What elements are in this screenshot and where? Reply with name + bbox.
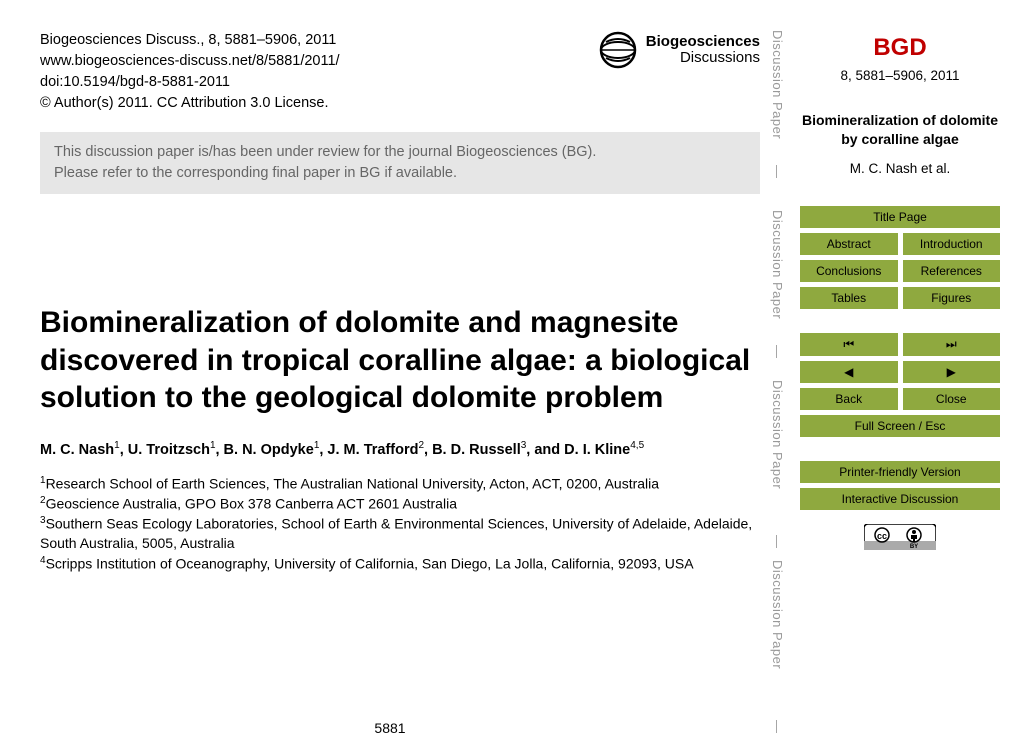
journal-abbrev[interactable]: BGD	[800, 34, 1000, 62]
printer-friendly-button[interactable]: Printer-friendly Version	[800, 461, 1000, 483]
egu-logo-icon	[598, 30, 638, 70]
journal-logo: Biogeosciences Discussions	[598, 30, 760, 70]
review-notice-line: This discussion paper is/has been under …	[54, 142, 746, 163]
review-notice: This discussion paper is/has been under …	[40, 132, 760, 194]
affiliation-line: 1Research School of Earth Sciences, The …	[40, 474, 760, 494]
authors-list: M. C. Nash1, U. Troitzsch1, B. N. Opdyke…	[40, 439, 760, 460]
sidebar-nav: BGD 8, 5881–5906, 2011 Biomineralization…	[800, 30, 1000, 555]
citation-doi: doi:10.5194/bgd-8-5881-2011	[40, 72, 340, 93]
fullscreen-button[interactable]: Full Screen / Esc	[800, 415, 1000, 437]
introduction-button[interactable]: Introduction	[903, 233, 1001, 255]
cc-by-badge[interactable]: cc BY	[864, 524, 936, 555]
affiliation-line: 3Southern Seas Ecology Laboratories, Sch…	[40, 514, 760, 554]
section-divider: —	[770, 720, 785, 733]
next-page-button[interactable]: ▶	[903, 361, 1001, 383]
journal-name-line2: Discussions	[646, 50, 760, 67]
abstract-button[interactable]: Abstract	[800, 233, 898, 255]
last-page-button[interactable]: ⏭	[903, 333, 1001, 356]
discussion-paper-label: Discussion Paper	[770, 210, 785, 319]
interactive-discussion-button[interactable]: Interactive Discussion	[800, 488, 1000, 510]
volume-info: 8, 5881–5906, 2011	[800, 68, 1000, 83]
journal-name: Biogeosciences Discussions	[646, 34, 760, 67]
svg-text:BY: BY	[910, 544, 918, 550]
section-divider: —	[770, 165, 785, 178]
prev-page-button[interactable]: ◀	[800, 361, 898, 383]
section-divider: —	[770, 535, 785, 548]
discussion-paper-label: Discussion Paper	[770, 380, 785, 489]
figures-button[interactable]: Figures	[903, 287, 1001, 309]
tables-button[interactable]: Tables	[800, 287, 898, 309]
section-divider: —	[770, 345, 785, 358]
title-page-button[interactable]: Title Page	[800, 206, 1000, 228]
citation-url: www.biogeosciences-discuss.net/8/5881/20…	[40, 51, 340, 72]
references-button[interactable]: References	[903, 260, 1001, 282]
citation-block: Biogeosciences Discuss., 8, 5881–5906, 2…	[40, 30, 340, 114]
affiliations-list: 1Research School of Earth Sciences, The …	[40, 474, 760, 575]
citation-license: © Author(s) 2011. CC Attribution 3.0 Lic…	[40, 93, 340, 114]
close-button[interactable]: Close	[903, 388, 1001, 410]
back-button[interactable]: Back	[800, 388, 898, 410]
paper-title: Biomineralization of dolomite and magnes…	[40, 304, 760, 417]
short-authors: M. C. Nash et al.	[800, 161, 1000, 176]
page-number: 5881	[0, 720, 780, 736]
review-notice-line: Please refer to the corresponding final …	[54, 163, 746, 184]
conclusions-button[interactable]: Conclusions	[800, 260, 898, 282]
svg-text:cc: cc	[877, 531, 887, 541]
discussion-paper-label: Discussion Paper	[770, 560, 785, 669]
short-title: Biomineralization of dolomite by coralli…	[800, 111, 1000, 149]
journal-name-line1: Biogeosciences	[646, 34, 760, 51]
affiliation-line: 2Geoscience Australia, GPO Box 378 Canbe…	[40, 494, 760, 514]
main-column: Biogeosciences Discuss., 8, 5881–5906, 2…	[40, 30, 760, 574]
discussion-paper-label: Discussion Paper	[770, 30, 785, 139]
cc-by-icon: cc BY	[864, 524, 936, 550]
citation-line: Biogeosciences Discuss., 8, 5881–5906, 2…	[40, 30, 340, 51]
affiliation-line: 4Scripps Institution of Oceanography, Un…	[40, 554, 760, 574]
header-row: Biogeosciences Discuss., 8, 5881–5906, 2…	[40, 30, 760, 114]
first-page-button[interactable]: ⏮	[800, 333, 898, 356]
nav-grid: Title Page Abstract Introduction Conclus…	[800, 206, 1000, 510]
